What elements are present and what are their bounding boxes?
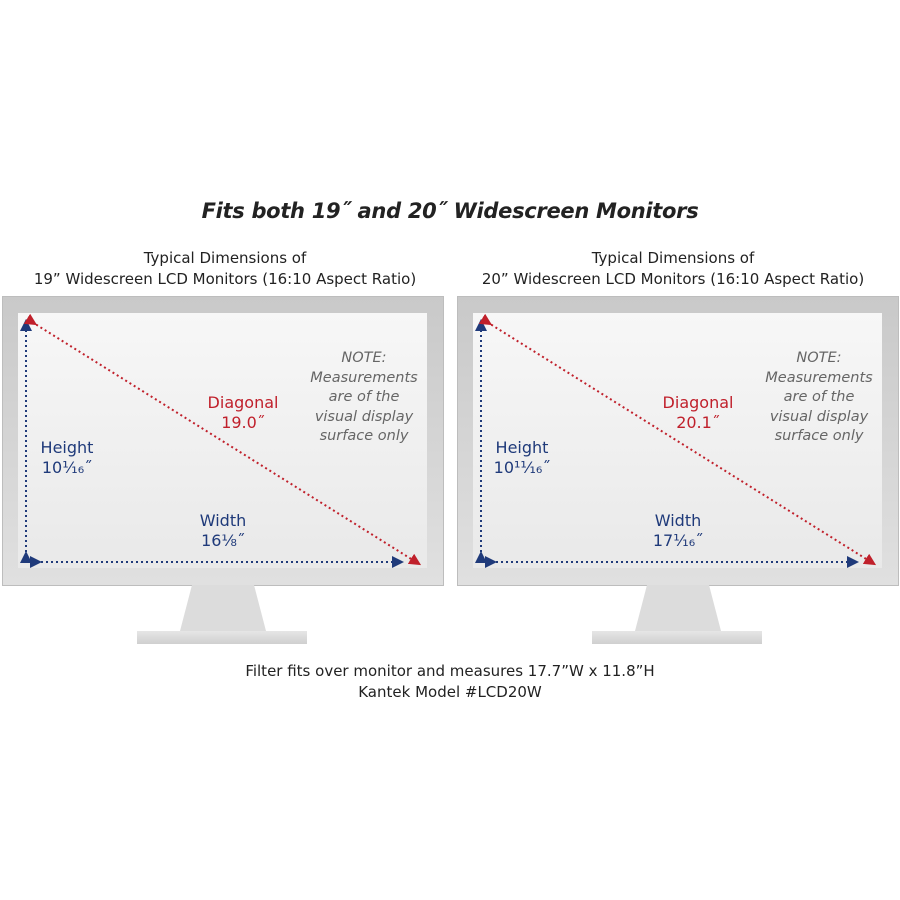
note-line: Measurements: [765, 369, 873, 386]
note-line: visual display: [314, 408, 414, 425]
width-label-text: Width: [199, 511, 247, 530]
note-line: surface only: [319, 428, 409, 444]
width-value: 16⅛˝: [201, 531, 245, 550]
monitor-base: [137, 631, 307, 644]
headline: Fits both 19˝ and 20˝ Widescreen Monitor…: [201, 199, 699, 223]
width-label-text: Width: [654, 511, 702, 530]
height-value: 10¹¹⁄₁₆˝: [493, 458, 551, 477]
diagonal-value: 19.0˝: [221, 413, 265, 432]
note-line: are of the: [783, 389, 855, 405]
caption-line2: 20” Widescreen LCD Monitors (16:10 Aspec…: [481, 270, 865, 288]
diagonal-value: 20.1˝: [676, 413, 720, 432]
caption-line2: 19” Widescreen LCD Monitors (16:10 Aspec…: [33, 270, 417, 288]
diagonal-label: Diagonal 19.0˝: [198, 393, 288, 433]
monitor-19: Diagonal 19.0˝ Height 10¹⁄₁₆˝ Width 16⅛˝…: [2, 296, 444, 648]
height-value: 10¹⁄₁₆˝: [41, 458, 93, 477]
note-line: NOTE:: [796, 350, 842, 366]
measurement-note: NOTE: Measurements are of the visual dis…: [764, 349, 874, 447]
footer-line1: Filter fits over monitor and measures 17…: [245, 662, 655, 680]
width-value: 17¹⁄₁₆˝: [652, 531, 704, 550]
note-line: NOTE:: [341, 350, 387, 366]
caption-19: Typical Dimensions of 19” Widescreen LCD…: [0, 248, 450, 290]
diagonal-arrow: [478, 313, 877, 566]
dimension-arrows: [475, 313, 877, 568]
diagonal-label: Diagonal 20.1˝: [653, 393, 743, 433]
note-line: are of the: [328, 389, 400, 405]
diagonal-label-text: Diagonal: [207, 393, 279, 412]
note-line: Measurements: [310, 369, 418, 386]
height-label: Height 10¹⁄₁₆˝: [32, 438, 102, 478]
monitor-neck: [180, 585, 266, 631]
diagonal-label-text: Diagonal: [662, 393, 734, 412]
monitor-20: Diagonal 20.1˝ Height 10¹¹⁄₁₆˝ Width 17¹…: [457, 296, 899, 648]
monitor-screen: Diagonal 19.0˝ Height 10¹⁄₁₆˝ Width 16⅛˝…: [18, 313, 427, 568]
width-label: Width 17¹⁄₁₆˝: [638, 511, 718, 551]
dimension-arrows: [20, 313, 422, 568]
width-label: Width 16⅛˝: [183, 511, 263, 551]
caption-line1: Typical Dimensions of: [143, 249, 307, 267]
footer-text: Filter fits over monitor and measures 17…: [0, 661, 900, 703]
note-line: surface only: [774, 428, 864, 444]
footer-line2: Kantek Model #LCD20W: [358, 683, 542, 701]
caption-20: Typical Dimensions of 20” Widescreen LCD…: [448, 248, 898, 290]
monitor-neck: [635, 585, 721, 631]
height-label-text: Height: [40, 438, 94, 457]
caption-line1: Typical Dimensions of: [591, 249, 755, 267]
diagonal-arrow: [23, 313, 422, 566]
note-line: visual display: [769, 408, 869, 425]
height-label: Height 10¹¹⁄₁₆˝: [487, 438, 557, 478]
monitor-base: [592, 631, 762, 644]
measurement-note: NOTE: Measurements are of the visual dis…: [309, 349, 419, 447]
monitor-screen: Diagonal 20.1˝ Height 10¹¹⁄₁₆˝ Width 17¹…: [473, 313, 882, 568]
height-label-text: Height: [495, 438, 549, 457]
